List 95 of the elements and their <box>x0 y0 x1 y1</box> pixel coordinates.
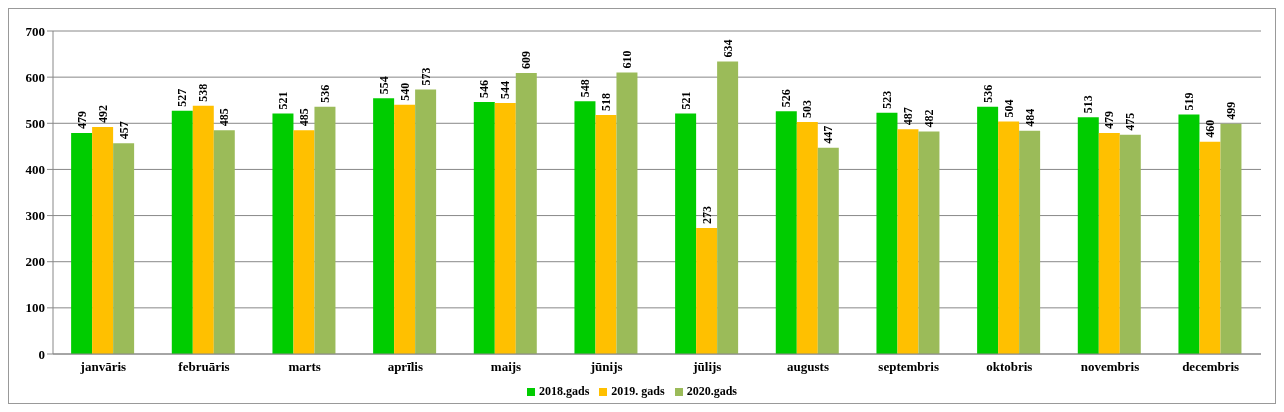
bar <box>1077 117 1099 354</box>
bar <box>817 147 839 354</box>
bar <box>415 89 437 354</box>
data-label: 526 <box>779 89 794 108</box>
data-label: 521 <box>678 91 693 110</box>
data-label: 479 <box>1102 110 1117 129</box>
x-tick-label: februāris <box>178 359 230 375</box>
bar <box>1178 114 1200 354</box>
data-label: 485 <box>217 108 232 127</box>
bar <box>918 131 940 354</box>
data-label: 475 <box>1123 112 1138 131</box>
bar <box>192 105 214 354</box>
data-label: 447 <box>821 125 836 144</box>
bar <box>616 72 638 354</box>
data-label: 479 <box>74 110 89 129</box>
data-label: 610 <box>619 50 634 69</box>
data-label: 487 <box>900 107 915 126</box>
x-tick-label: septembris <box>878 359 939 375</box>
y-tick-label: 300 <box>25 208 45 224</box>
x-tick-label: jūlijs <box>692 359 722 375</box>
data-label: 609 <box>519 50 534 69</box>
data-label: 634 <box>720 39 735 58</box>
bar <box>675 113 697 354</box>
x-tick-label: aprīlis <box>387 359 424 375</box>
bar <box>213 130 235 354</box>
data-label: 499 <box>1223 101 1238 120</box>
bar <box>92 126 114 354</box>
data-label: 457 <box>116 121 131 140</box>
data-label: 519 <box>1181 92 1196 111</box>
bar <box>272 113 294 354</box>
data-label: 548 <box>577 79 592 98</box>
y-tick-label: 100 <box>25 300 45 316</box>
bar <box>717 61 739 354</box>
y-tick-label: 200 <box>25 254 45 270</box>
data-label: 538 <box>196 83 211 102</box>
data-label: 513 <box>1081 95 1096 114</box>
data-label: 503 <box>800 99 815 118</box>
data-label: 523 <box>879 90 894 109</box>
y-tick-label: 0 <box>38 346 45 362</box>
y-tick-label: 700 <box>25 23 45 39</box>
x-tick-label: marts <box>288 359 321 375</box>
bar <box>977 106 999 354</box>
data-label: 504 <box>1001 99 1016 118</box>
bar <box>71 132 93 354</box>
bar <box>314 106 336 354</box>
bar <box>293 130 315 354</box>
data-label: 485 <box>296 108 311 127</box>
bar <box>876 112 898 354</box>
bar <box>775 111 797 354</box>
x-tick-label: maijs <box>490 359 522 375</box>
x-tick-label: decembris <box>1182 359 1240 375</box>
bar <box>113 143 135 354</box>
x-tick-label: novembris <box>1080 359 1140 375</box>
data-label: 554 <box>376 76 391 95</box>
bar <box>1098 132 1120 354</box>
data-label: 540 <box>397 82 412 101</box>
legend-label: 2018.gads <box>538 384 590 398</box>
data-label: 518 <box>598 92 613 111</box>
data-label: 492 <box>95 104 110 123</box>
data-label: 460 <box>1202 119 1217 138</box>
bar <box>171 110 193 354</box>
bar <box>394 104 416 354</box>
bar <box>494 102 516 354</box>
data-label: 573 <box>418 67 433 86</box>
bar <box>515 72 537 354</box>
data-label: 482 <box>921 109 936 128</box>
legend-label: 2020.gads <box>686 384 738 398</box>
bar <box>998 121 1020 354</box>
bar <box>696 228 718 354</box>
bar <box>473 102 495 354</box>
data-label: 536 <box>317 84 332 103</box>
y-tick-label: 400 <box>25 162 45 178</box>
y-tick-label: 500 <box>25 115 45 131</box>
bar <box>595 114 617 354</box>
bar <box>373 98 395 354</box>
data-label: 521 <box>275 91 290 110</box>
bar <box>796 121 818 354</box>
bar <box>1199 141 1221 354</box>
data-label: 273 <box>699 206 714 225</box>
bar <box>1220 123 1242 354</box>
x-tick-label: janvāris <box>79 359 127 375</box>
data-label: 484 <box>1022 108 1037 127</box>
data-label: 544 <box>498 80 513 99</box>
y-tick-label: 600 <box>25 69 45 85</box>
bar <box>1019 130 1041 354</box>
bar <box>1119 134 1141 354</box>
legend-label: 2019. gads <box>611 384 665 398</box>
bar <box>574 101 596 354</box>
data-label: 546 <box>477 80 492 99</box>
data-label: 527 <box>175 88 190 107</box>
bar <box>897 129 919 354</box>
x-tick-label: oktobris <box>986 359 1033 375</box>
x-tick-label: augusts <box>787 359 829 375</box>
data-label: 536 <box>980 84 995 103</box>
x-tick-label: jūnijs <box>589 359 623 375</box>
